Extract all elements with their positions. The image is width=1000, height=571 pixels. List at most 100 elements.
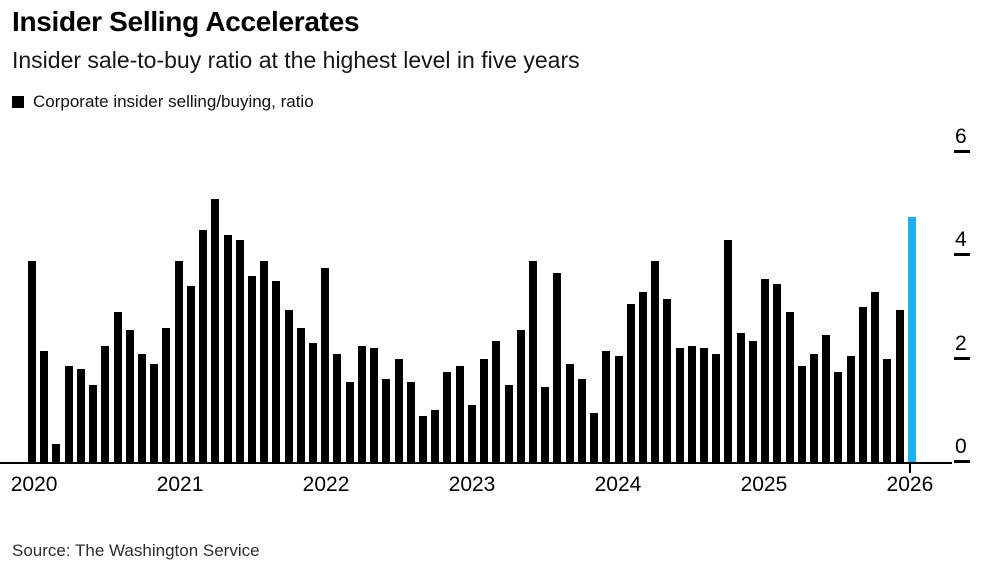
x-axis: 2020 2021 2022 2023 2024 2025 2026: [11, 464, 933, 504]
bar: [736, 332, 745, 462]
bar: [296, 327, 305, 462]
bar: [871, 291, 880, 462]
y-tick-label: 6: [955, 125, 967, 148]
legend: Corporate insider selling/buying, ratio: [12, 92, 314, 112]
bar: [492, 340, 501, 462]
bar: [687, 345, 696, 462]
y-tick-4: 4: [954, 229, 978, 257]
bar: [810, 353, 818, 462]
bar: [516, 330, 525, 462]
bar: [638, 291, 647, 462]
bar: [700, 348, 709, 462]
bar: [309, 343, 318, 462]
bar: [712, 353, 721, 462]
x-tick-label-2026: 2026: [886, 473, 934, 496]
bar: [199, 229, 208, 462]
bar: [773, 283, 782, 462]
bar: [565, 363, 574, 462]
bar: [675, 348, 684, 462]
source-text: Source: The Washington Service: [12, 541, 260, 560]
y-tick-0: 0: [954, 436, 978, 463]
x-tick-label-2023: 2023: [448, 473, 496, 496]
bar: [370, 348, 379, 462]
bar: [785, 312, 794, 462]
bar: [822, 335, 831, 462]
y-tick-dash-icon: [954, 253, 970, 257]
x-tick-label-2020: 2020: [10, 473, 58, 496]
bar: [284, 309, 293, 462]
bar: [137, 353, 146, 462]
bar: [89, 384, 98, 462]
bar: [113, 312, 122, 462]
bar: [577, 379, 586, 462]
bar: [406, 381, 415, 462]
bar: [895, 309, 904, 462]
bar: [394, 358, 403, 462]
bar-latest-highlight: [907, 216, 916, 462]
x-tick-label-2025: 2025: [740, 473, 788, 496]
bar: [260, 260, 269, 462]
bar: [761, 278, 770, 462]
y-tick-label: 4: [955, 228, 967, 252]
bars-container: [28, 152, 916, 462]
x-axis-line: [0, 462, 952, 464]
y-tick-label: 0: [955, 435, 967, 458]
bar: [528, 260, 537, 462]
bar: [64, 366, 73, 462]
chart-subtitle: Insider sale-to-buy ratio at the highest…: [12, 47, 580, 73]
bar: [333, 353, 342, 462]
legend-label: Corporate insider selling/buying, ratio: [33, 92, 314, 111]
y-tick-dash-icon: [954, 150, 970, 153]
plot-area: 2020 2021 2022 2023 2024 2025 2026: [0, 152, 952, 496]
bar: [272, 281, 281, 462]
x-tick-label-2024: 2024: [594, 473, 642, 496]
bar: [76, 369, 85, 462]
bar: [748, 340, 757, 462]
bar: [186, 286, 195, 462]
bar: [480, 358, 489, 462]
bar: [834, 371, 843, 462]
bar: [125, 330, 134, 462]
bar: [846, 356, 855, 462]
bar: [382, 379, 391, 462]
bar: [235, 239, 244, 462]
bar: [357, 345, 366, 462]
y-tick-dash-icon: [954, 356, 970, 360]
x-tick-mark-2026: [908, 464, 911, 473]
bar: [724, 239, 733, 462]
bar: [174, 260, 183, 462]
bar: [223, 234, 232, 462]
legend-swatch-icon: [12, 96, 24, 108]
bar: [467, 405, 476, 462]
bar: [455, 366, 464, 462]
bar: [40, 350, 49, 462]
y-tick-6: 6: [954, 126, 978, 153]
bar: [541, 387, 550, 462]
bar: [797, 366, 806, 462]
bar: [614, 356, 623, 462]
bar: [211, 198, 220, 462]
bar: [590, 412, 599, 462]
bar: [345, 381, 354, 462]
bar: [443, 371, 452, 462]
y-tick-dash-icon: [954, 460, 970, 463]
bar: [247, 276, 256, 462]
bar: [150, 363, 159, 462]
bar: [626, 304, 635, 462]
bar: [553, 273, 562, 462]
bar: [651, 260, 660, 462]
bar: [431, 410, 440, 462]
y-tick-2: 2: [954, 333, 978, 360]
bar: [858, 307, 867, 462]
bar: [504, 384, 513, 462]
bar: [419, 415, 427, 462]
bar: [52, 443, 61, 462]
bar: [663, 299, 672, 462]
bar: [162, 327, 171, 462]
bar: [101, 345, 110, 462]
bar: [883, 358, 892, 462]
x-tick-label-2021: 2021: [156, 473, 204, 496]
y-axis: 0 2 4 6: [948, 126, 998, 463]
y-tick-label: 2: [955, 331, 967, 355]
bar: [602, 350, 611, 462]
